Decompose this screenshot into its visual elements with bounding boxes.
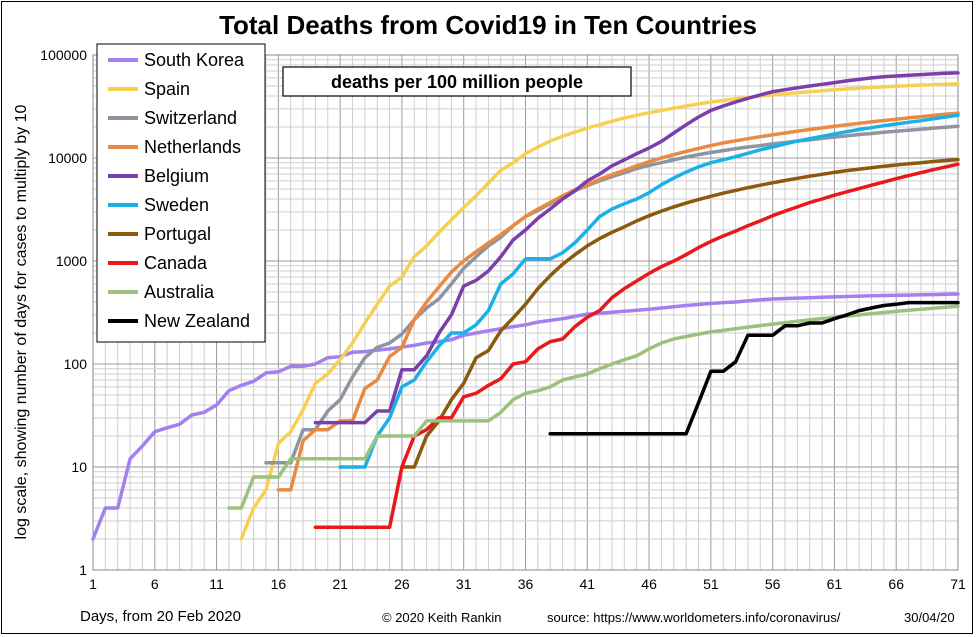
subtitle-box: deaths per 100 million people: [282, 66, 632, 97]
x-tick-label: 71: [950, 576, 966, 592]
series-line-canada: [313, 162, 960, 530]
series-line-switzerland: [264, 124, 960, 465]
x-tick-label: 56: [765, 576, 781, 592]
series-line-belgium: [313, 71, 960, 425]
legend-label: Belgium: [144, 166, 209, 186]
date-text: 30/04/20: [904, 610, 955, 625]
y-tick-label: 1: [79, 562, 87, 578]
x-tick-label: 31: [456, 576, 472, 592]
y-tick-label: 100: [64, 356, 88, 372]
series-line-sweden: [338, 113, 960, 469]
chart-title: Total Deaths from Covid19 in Ten Countri…: [219, 10, 757, 40]
x-tick-labels: 1 6 11 16 21 26 31 36 41 46 51 56 61 66 71: [89, 576, 966, 592]
series-line-spain: [239, 82, 960, 541]
x-tick-label: 66: [888, 576, 904, 592]
y-tick-labels: 1 10 100 1000 10000 100000: [40, 47, 87, 578]
x-tick-label: 51: [703, 576, 719, 592]
x-tick-label: 16: [271, 576, 287, 592]
y-tick-label: 10: [71, 459, 87, 475]
plot-border: [92, 54, 959, 571]
legend-label: New Zealand: [144, 311, 250, 331]
series-line-portugal: [400, 157, 960, 469]
source-text: source: https://www.worldometers.info/co…: [547, 610, 841, 625]
x-tick-label: 1: [89, 576, 97, 592]
x-axis-label: Days, from 20 Feb 2020: [80, 608, 241, 625]
legend-label: Portugal: [144, 224, 211, 244]
y-tick-label: 10000: [48, 150, 87, 166]
legend: South Korea Spain Switzerland Netherlands Be…: [96, 43, 266, 343]
x-tick-label: 21: [332, 576, 348, 592]
y-tick-label: 100000: [40, 47, 87, 63]
copyright-text: © 2020 Keith Rankin: [382, 610, 502, 625]
series-line-south-korea: [91, 292, 960, 541]
series-line-new-zealand: [548, 300, 960, 436]
legend-label: Netherlands: [144, 137, 241, 157]
y-tick-label: 1000: [56, 253, 87, 269]
x-tick-label: 41: [579, 576, 595, 592]
series-line-netherlands: [276, 111, 960, 492]
legend-label: South Korea: [144, 50, 245, 70]
legend-label: Spain: [144, 79, 190, 99]
x-tick-label: 61: [827, 576, 843, 592]
legend-label: Switzerland: [144, 108, 237, 128]
x-tick-label: 26: [394, 576, 410, 592]
legend-label: Sweden: [144, 195, 209, 215]
x-tick-label: 46: [641, 576, 657, 592]
series-line-australia: [227, 304, 960, 510]
series-lines: [91, 71, 960, 541]
legend-label: Canada: [144, 253, 208, 273]
chart-subtitle: deaths per 100 million people: [331, 72, 583, 92]
x-tick-label: 11: [209, 576, 224, 592]
legend-label: Australia: [144, 282, 215, 302]
x-tick-label: 6: [151, 576, 159, 592]
x-tick-label: 36: [518, 576, 534, 592]
